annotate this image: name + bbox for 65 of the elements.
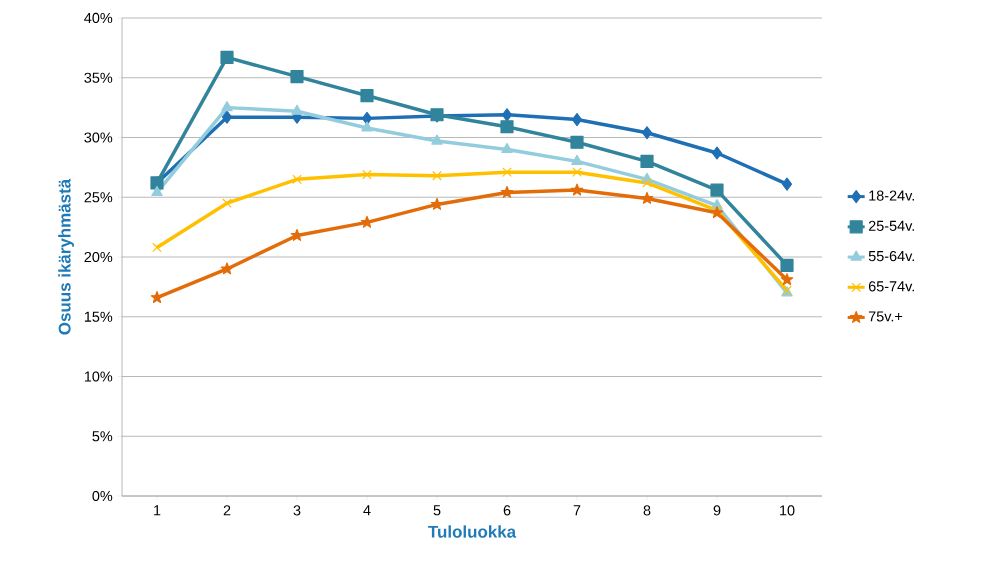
legend-label: 65-74v. [868, 281, 914, 292]
y-tick-label: 35% [84, 72, 113, 83]
y-tick-label: 25% [84, 192, 113, 203]
point [220, 50, 234, 65]
point [432, 170, 442, 181]
point [361, 111, 373, 125]
point [501, 142, 513, 154]
x-tick-label: 2 [223, 505, 231, 516]
point [290, 69, 304, 84]
point [780, 273, 794, 286]
point [711, 146, 723, 160]
point [500, 120, 514, 134]
y-tick-label: 0% [92, 490, 113, 502]
point [571, 112, 583, 127]
x-tick-label: 8 [643, 505, 651, 516]
legend-label: 75v.+ [868, 311, 903, 322]
point [502, 167, 512, 177]
y-tick-label: 40% [84, 12, 113, 24]
x-tick-label: 4 [363, 505, 371, 516]
point [291, 104, 303, 115]
point [642, 178, 652, 188]
point [640, 191, 654, 204]
x-tick-label: 7 [573, 505, 581, 516]
x-tick-label: 10 [780, 505, 795, 516]
y-tick-label: 30% [84, 132, 113, 143]
point [221, 110, 233, 124]
point [221, 101, 233, 112]
y-tick-label: 20% [84, 251, 113, 263]
x-axis-title: Tuloluokka [428, 525, 517, 538]
point [431, 134, 443, 145]
point [151, 185, 163, 197]
y-tick-label: 15% [84, 311, 113, 322]
point [362, 169, 372, 180]
point [781, 177, 793, 191]
point [360, 215, 374, 228]
x-tick-label: 5 [433, 505, 441, 516]
point [780, 258, 794, 272]
point [572, 167, 582, 177]
legend-label: 18-24v. [869, 190, 914, 201]
point [501, 108, 513, 122]
y-axis-title: Osuus ikäryhmästä [58, 178, 74, 335]
x-tick-label: 3 [293, 505, 301, 516]
point [641, 126, 653, 140]
point [570, 183, 584, 196]
point [220, 262, 234, 275]
point [710, 183, 724, 197]
legend-label: 55-64v. [868, 250, 914, 262]
point [361, 121, 373, 132]
point [640, 154, 654, 168]
point [292, 174, 302, 185]
legend-label: 25-54v. [868, 220, 914, 231]
point [152, 242, 162, 253]
y-tick-label: 10% [84, 371, 113, 382]
point [222, 198, 232, 209]
point [430, 197, 444, 210]
x-tick-label: 9 [713, 505, 721, 516]
x-tick-label: 1 [154, 505, 161, 516]
point [360, 89, 374, 103]
point [570, 135, 584, 149]
point [150, 291, 164, 304]
y-tick-label: 5% [92, 431, 113, 442]
x-tick-label: 6 [503, 505, 511, 516]
point [571, 154, 583, 165]
point [290, 228, 304, 241]
point [500, 185, 514, 198]
